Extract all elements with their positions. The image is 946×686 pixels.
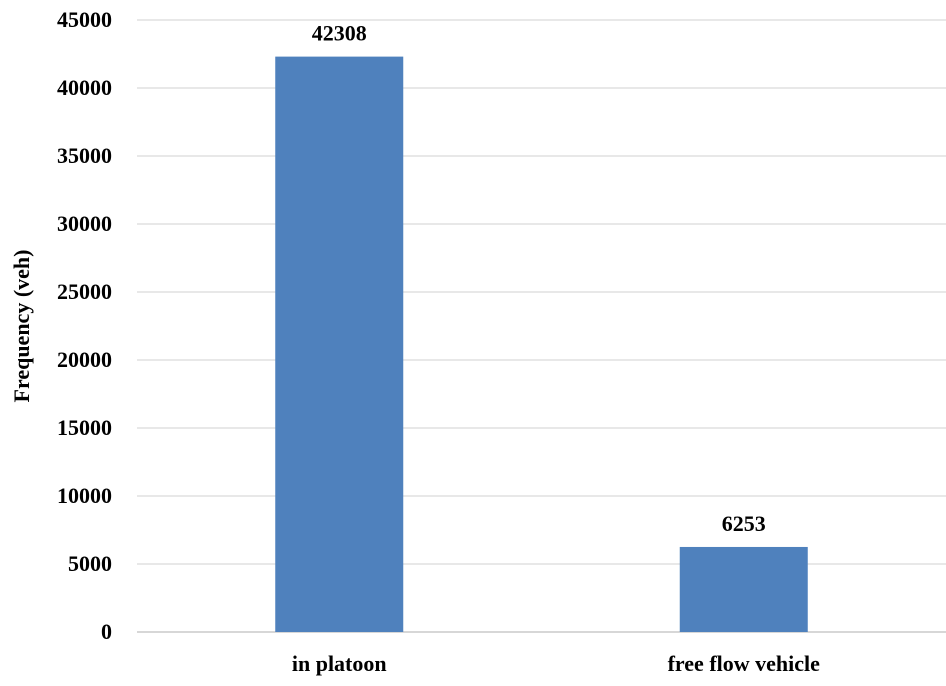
y-tick-label: 35000 <box>57 143 112 168</box>
y-tick-label: 30000 <box>57 211 112 236</box>
data-label: 42308 <box>312 21 367 46</box>
y-tick-label: 0 <box>101 619 112 644</box>
bars <box>275 56 808 632</box>
gridlines <box>137 19 946 633</box>
data-label: 6253 <box>722 511 766 536</box>
y-tick-label: 40000 <box>57 75 112 100</box>
bar <box>679 546 808 632</box>
x-category-label: in platoon <box>292 651 387 676</box>
x-category-label: free flow vehicle <box>668 651 821 676</box>
y-tick-label: 5000 <box>68 551 112 576</box>
bar <box>275 56 404 632</box>
y-tick-label: 25000 <box>57 279 112 304</box>
y-axis-title: Frequency (veh) <box>9 250 34 403</box>
y-tick-label: 10000 <box>57 483 112 508</box>
y-tick-label: 15000 <box>57 415 112 440</box>
y-tick-label: 45000 <box>57 7 112 32</box>
y-tick-label: 20000 <box>57 347 112 372</box>
labels: 0 5000 10000 15000 20000 25000 30000 35000 40000… <box>57 7 820 676</box>
